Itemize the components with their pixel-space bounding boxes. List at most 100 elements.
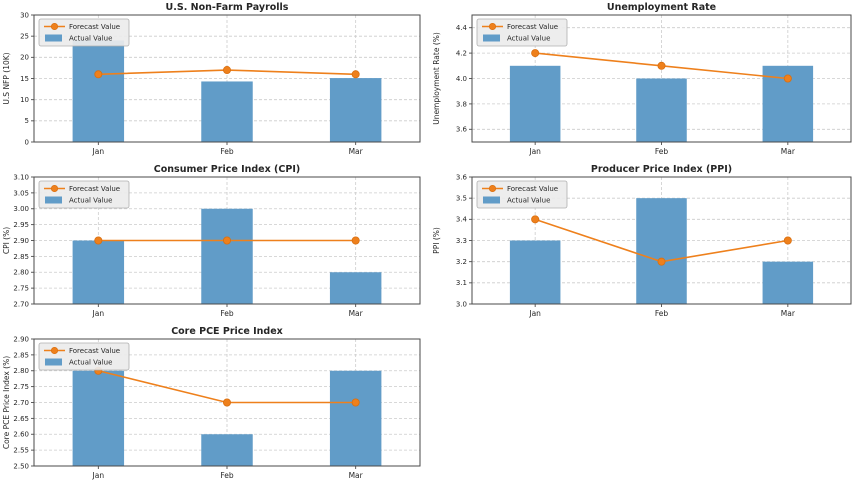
y-tick-label: 2.75 <box>13 383 29 391</box>
bar-feb <box>636 198 687 304</box>
y-tick-label: 2.60 <box>13 431 29 439</box>
x-tick-label-jan: Jan <box>528 147 541 156</box>
legend-actual-swatch-icon <box>45 196 62 204</box>
x-tick-label-jan: Jan <box>92 147 105 156</box>
legend-actual-swatch-icon <box>483 196 500 204</box>
legend-actual-swatch-icon <box>45 34 62 42</box>
actual-value-bars <box>72 208 382 304</box>
x-tick-label-feb: Feb <box>655 147 669 156</box>
x-tick-label-feb: Feb <box>220 147 234 156</box>
y-tick-label: 4.0 <box>456 75 467 83</box>
y-tick-label: 3.00 <box>13 205 29 213</box>
forecast-marker-jan <box>531 215 540 224</box>
y-tick-label: 3.4 <box>456 216 468 224</box>
bar-feb <box>201 434 253 466</box>
forecast-marker-feb <box>222 236 231 245</box>
y-axis-ticks: 3.6 3.8 4.0 4.2 4.4 <box>456 24 472 134</box>
y-tick-label: 30 <box>20 11 29 19</box>
bar-mar <box>329 272 382 304</box>
legend-actual-swatch-icon <box>483 34 500 42</box>
y-axis-ticks: 2.50 2.55 2.60 2.65 2.70 2.75 2.80 2.85 2.90 <box>13 335 34 470</box>
y-tick-label: 3.6 <box>456 126 468 134</box>
bar-jan <box>72 240 125 304</box>
chart-core-pce-price-index: 2.50 2.55 2.60 2.65 2.70 2.75 2.80 2.85 2.90 Jan F… <box>0 324 430 486</box>
x-axis-ticks: Jan Feb Mar <box>528 142 796 156</box>
chart-svg-cpi: 2.70 2.75 2.80 2.85 2.90 2.95 3.00 3.05 3.10 Jan F… <box>2 164 421 318</box>
legend: Forecast Value Actual Value <box>476 18 568 47</box>
bar-jan <box>509 65 561 142</box>
y-tick-label: 2.70 <box>13 399 29 407</box>
forecast-marker-mar <box>783 236 792 245</box>
y-tick-label: 20 <box>20 54 29 62</box>
y-tick-label: 10 <box>20 96 29 104</box>
chart-svg-nfp: 0 5 10 15 20 25 30 Jan Feb Mar U.S. Non-Farm Payro… <box>2 2 421 156</box>
x-tick-label-jan: Jan <box>528 309 541 318</box>
legend-forecast-marker-icon <box>488 184 497 193</box>
forecast-marker-mar <box>351 398 360 407</box>
chart-svg-ppi: 3.0 3.1 3.2 3.3 3.4 3.5 3.6 Jan Feb Mar Producer P… <box>432 164 852 318</box>
chart-producer-price-index: 3.0 3.1 3.2 3.3 3.4 3.5 3.6 Jan Feb Mar Producer P… <box>430 162 861 324</box>
chart-svg-unemployment: 3.6 3.8 4.0 4.2 4.4 Jan Feb Mar Unemployment Rat… <box>432 2 852 156</box>
y-tick-label: 15 <box>20 75 29 83</box>
y-tick-label: 2.80 <box>13 367 29 375</box>
chart-title: U.S. Non-Farm Payrolls <box>166 2 289 13</box>
y-tick-label: 2.90 <box>13 237 29 245</box>
y-tick-label: 2.95 <box>13 221 29 229</box>
bar-feb <box>201 208 253 304</box>
x-tick-label-feb: Feb <box>220 309 234 318</box>
legend: Forecast Value Actual Value <box>38 18 130 47</box>
y-tick-label: 3.5 <box>456 195 467 203</box>
legend: Forecast Value Actual Value <box>38 180 130 209</box>
legend: Forecast Value Actual Value <box>476 180 568 209</box>
legend-actual-label: Actual Value <box>69 35 112 43</box>
legend-forecast-marker-icon <box>50 22 59 31</box>
bar-jan <box>72 370 125 466</box>
y-tick-label: 0 <box>25 138 29 146</box>
y-tick-label: 4.4 <box>456 24 468 32</box>
y-axis-label: Core PCE Price Index (%) <box>2 356 11 449</box>
legend-forecast-label: Forecast Value <box>507 185 558 193</box>
y-axis-label: CPI (%) <box>2 227 11 254</box>
y-tick-label: 25 <box>20 33 29 41</box>
forecast-marker-jan <box>94 70 103 79</box>
y-axis-ticks: 0 5 10 15 20 25 30 <box>20 11 34 146</box>
legend-actual-label: Actual Value <box>69 359 112 367</box>
y-tick-label: 3.2 <box>456 258 467 266</box>
legend-actual-label: Actual Value <box>507 197 550 205</box>
y-tick-label: 2.75 <box>13 285 29 293</box>
forecast-value-line <box>531 215 792 266</box>
legend-forecast-label: Forecast Value <box>69 23 120 31</box>
actual-value-bars <box>72 40 382 142</box>
legend-forecast-label: Forecast Value <box>507 23 558 31</box>
forecast-marker-mar <box>351 236 360 245</box>
forecast-value-line <box>531 49 792 83</box>
bar-mar <box>329 370 382 466</box>
y-tick-label: 5 <box>25 117 29 125</box>
bar-jan <box>72 40 125 142</box>
chart-us-non-farm-payrolls: 0 5 10 15 20 25 30 Jan Feb Mar U.S. Non-Farm Payro… <box>0 0 430 162</box>
y-tick-label: 2.85 <box>13 351 29 359</box>
y-tick-label: 2.70 <box>13 300 29 308</box>
legend-forecast-marker-icon <box>50 346 59 355</box>
bar-mar <box>762 261 814 304</box>
x-axis-ticks: Jan Feb Mar <box>92 142 364 156</box>
legend-forecast-marker-icon <box>488 22 497 31</box>
legend-actual-label: Actual Value <box>507 35 550 43</box>
y-tick-label: 2.90 <box>13 335 29 343</box>
x-tick-label-mar: Mar <box>349 147 364 156</box>
legend-forecast-marker-icon <box>50 184 59 193</box>
forecast-marker-jan <box>94 236 103 245</box>
bar-feb <box>636 78 687 142</box>
forecast-marker-feb <box>222 398 231 407</box>
chart-consumer-price-index: 2.70 2.75 2.80 2.85 2.90 2.95 3.00 3.05 3.10 Jan F… <box>0 162 430 324</box>
chart-unemployment-rate: 3.6 3.8 4.0 4.2 4.4 Jan Feb Mar Unemployment Rat… <box>430 0 861 162</box>
x-tick-label-feb: Feb <box>655 309 669 318</box>
actual-value-bars <box>509 65 814 142</box>
legend: Forecast Value Actual Value <box>38 342 130 371</box>
bar-feb <box>201 81 253 142</box>
y-axis-label: U.S NFP (10K) <box>2 52 11 104</box>
x-axis-ticks: Jan Feb Mar <box>92 466 364 480</box>
legend-forecast-label: Forecast Value <box>69 185 120 193</box>
actual-value-bars <box>72 370 382 466</box>
